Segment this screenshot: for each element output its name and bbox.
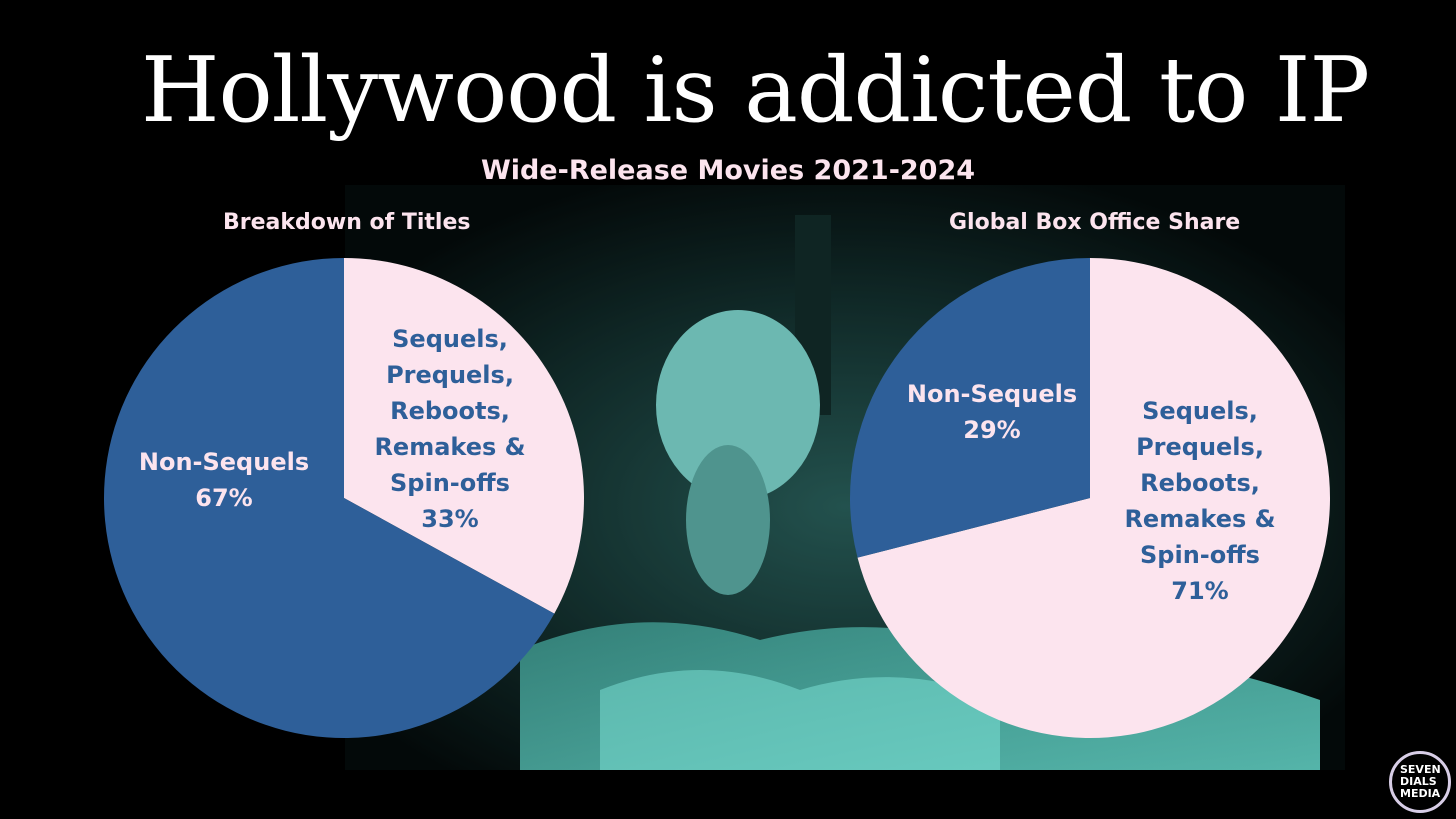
slice-category-label: Remakes & xyxy=(374,433,525,461)
slice-category-label: Sequels, xyxy=(1142,397,1258,425)
slice-value-label: 33% xyxy=(421,505,478,533)
logo-line-2: DIALS xyxy=(1400,775,1437,788)
slice-category-label: Sequels, xyxy=(392,325,508,353)
slice-category-label: Remakes & xyxy=(1124,505,1275,533)
slice-category-label: Non-Sequels xyxy=(139,448,309,476)
slice-category-label: Spin-offs xyxy=(1140,541,1260,569)
right-pie-slice-sequels xyxy=(857,258,1330,738)
right-pie-label-sequels: Sequels, Prequels, Reboots, Remakes & Spin-o… xyxy=(1124,397,1275,605)
slice-value-label: 71% xyxy=(1171,577,1228,605)
left-chart-title: Breakdown of Titles xyxy=(223,210,471,235)
slice-value-label: 29% xyxy=(963,416,1020,444)
slice-category-label: Prequels, xyxy=(386,361,514,389)
slice-category-label: Spin-offs xyxy=(390,469,510,497)
slice-value-label: 67% xyxy=(195,484,252,512)
left-pie-slice-non-sequels xyxy=(104,258,555,738)
right-chart-title: Global Box Office Share xyxy=(949,210,1241,235)
left-pie-label-non-sequels: Non-Sequels 67% xyxy=(139,448,309,512)
left-pie-slice-sequels xyxy=(344,258,585,614)
left-pie-label-sequels: Sequels, Prequels, Reboots, Remakes & Spin-o… xyxy=(374,325,525,533)
seven-dials-media-logo: SEVEN DIALS MEDIA xyxy=(1389,751,1451,813)
logo-line-1: SEVEN xyxy=(1400,763,1441,776)
page-title: Hollywood is addicted to IP xyxy=(140,38,1370,143)
slice-category-label: Reboots, xyxy=(390,397,510,425)
slice-category-label: Prequels, xyxy=(1136,433,1264,461)
slice-category-label: Non-Sequels xyxy=(907,380,1077,408)
page-subtitle: Wide-Release Movies 2021-2024 xyxy=(480,155,976,186)
right-pie-slice-non-sequels xyxy=(850,258,1090,558)
right-pie-label-non-sequels: Non-Sequels 29% xyxy=(907,380,1077,444)
logo-line-3: MEDIA xyxy=(1400,787,1441,800)
slice-category-label: Reboots, xyxy=(1140,469,1260,497)
